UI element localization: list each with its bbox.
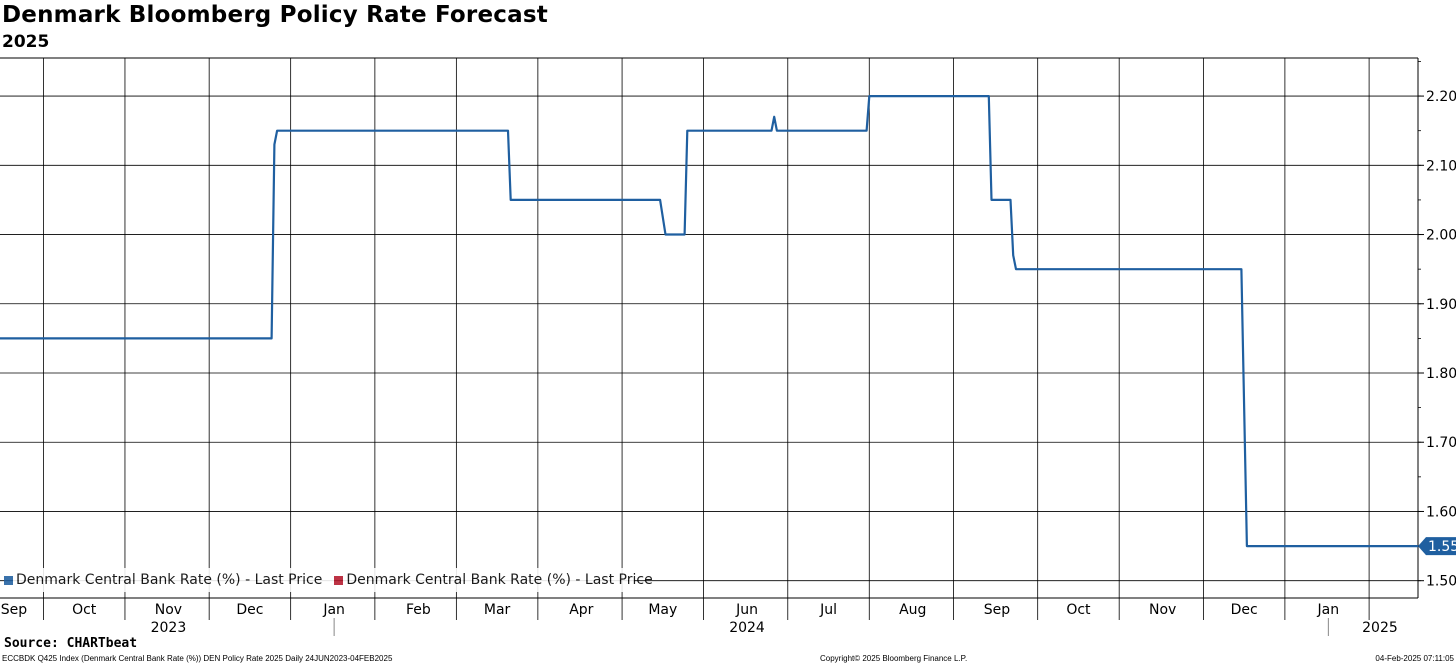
- source-note: Source: CHARTbeat: [4, 636, 138, 651]
- chart-svg: 1.50 1.60 1.70 1.80 1.90 2.00 2.10 2.20 Sep Oct N…: [0, 57, 1456, 636]
- x-tick-label: Feb: [406, 602, 431, 618]
- series-line: [0, 94, 1418, 548]
- y-tick-label: 2.10: [1426, 158, 1456, 174]
- series-layer: [0, 94, 1418, 548]
- x-tick-label: Nov: [155, 602, 182, 618]
- legend-swatch-red: [334, 575, 344, 585]
- year-label: 2023: [151, 620, 187, 636]
- last-value-marker: 1.55: [1418, 537, 1456, 556]
- year-label: 2024: [729, 620, 765, 636]
- y-tick-label: 2.00: [1426, 228, 1456, 244]
- legend: Denmark Central Bank Rate (%) - Last Pri…: [4, 568, 653, 592]
- legend-item[interactable]: Denmark Central Bank Rate (%) - Last Pri…: [334, 572, 653, 588]
- last-value-label: 1.55: [1428, 539, 1456, 555]
- x-tick-label: Sep: [1, 602, 28, 618]
- legend-item[interactable]: Denmark Central Bank Rate (%) - Last Pri…: [4, 572, 322, 588]
- grid-lines: [0, 57, 1418, 620]
- chart-title: Denmark Bloomberg Policy Rate Forecast: [2, 2, 548, 28]
- footer-ticker: ECCBDK Q425 Index (Denmark Central Bank …: [2, 654, 393, 663]
- y-tick-label: 1.90: [1426, 297, 1456, 313]
- legend-label: Denmark Central Bank Rate (%) - Last Pri…: [346, 572, 653, 588]
- x-tick-label: Jan: [322, 602, 345, 618]
- footer-timestamp: 04-Feb-2025 07:11:05: [1375, 654, 1454, 663]
- y-tick-label: 1.80: [1426, 366, 1456, 382]
- y-tick-label: 1.60: [1426, 504, 1456, 520]
- y-tick-label: 1.50: [1426, 574, 1456, 590]
- x-tick-label: Nov: [1149, 602, 1176, 618]
- x-tick-label: Dec: [236, 602, 263, 618]
- x-tick-label: Jan: [1317, 602, 1340, 618]
- chart-subtitle: 2025: [2, 32, 50, 52]
- x-axis: Sep Oct Nov Dec Jan Feb Mar Apr May Jun Jul Aug Sep O…: [1, 602, 1398, 636]
- legend-label: Denmark Central Bank Rate (%) - Last Pri…: [16, 572, 323, 588]
- x-tick-label: Jul: [819, 602, 837, 618]
- x-tick-label: Dec: [1231, 602, 1258, 618]
- year-label: 2025: [1362, 620, 1398, 636]
- footer-copyright: Copyright© 2025 Bloomberg Finance L.P.: [820, 654, 968, 663]
- x-tick-label: Aug: [899, 602, 926, 618]
- x-tick-label: Mar: [484, 602, 511, 618]
- last-value-tag: [1418, 537, 1456, 556]
- legend-swatch-blue: [4, 575, 13, 585]
- y-tick-label: 2.20: [1426, 89, 1456, 105]
- x-tick-label: Apr: [569, 602, 593, 618]
- x-tick-label: Jun: [735, 602, 758, 618]
- x-tick-label: Sep: [984, 602, 1011, 618]
- y-axis: 1.50 1.60 1.70 1.80 1.90 2.00 2.10 2.20: [1417, 58, 1456, 598]
- x-tick-label: Oct: [72, 602, 97, 618]
- y-tick-label: 1.70: [1426, 435, 1456, 451]
- x-tick-label: Oct: [1066, 602, 1091, 618]
- x-tick-label: May: [648, 602, 677, 618]
